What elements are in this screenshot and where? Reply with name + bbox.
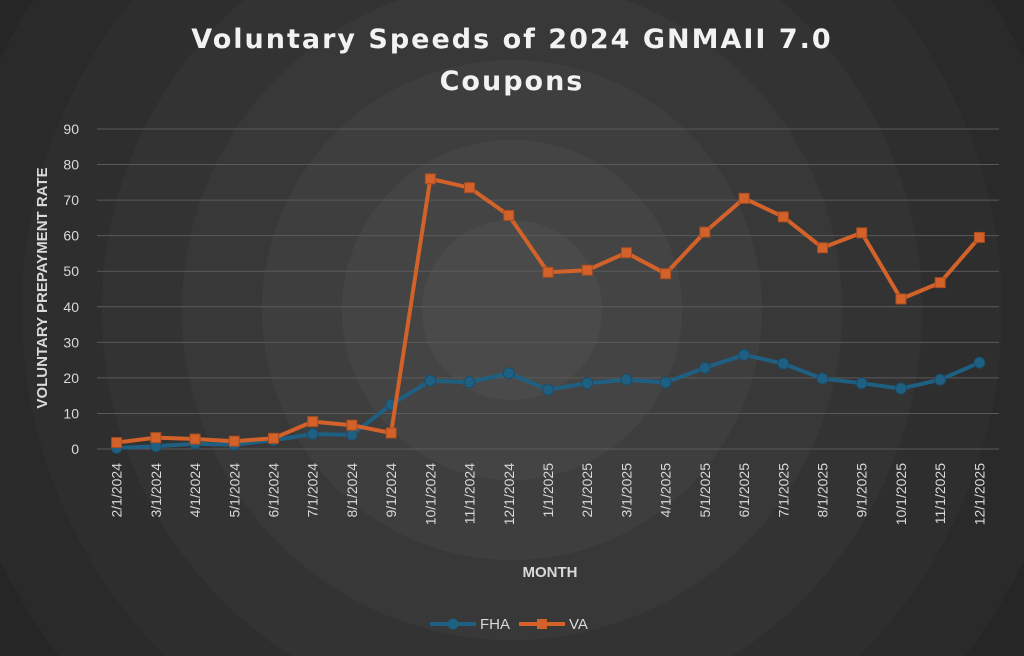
point-fha <box>816 372 829 385</box>
point-va <box>934 277 946 289</box>
x-tick-label: 12/1/2025 <box>971 463 987 525</box>
point-fha <box>345 428 358 441</box>
point-fha <box>659 376 672 389</box>
x-tick-label: 9/1/2024 <box>383 463 399 518</box>
x-tick-label: 11/1/2024 <box>462 463 478 524</box>
point-va <box>150 432 162 444</box>
legend-label: VA <box>569 616 588 633</box>
point-fha <box>502 367 515 380</box>
point-fha <box>698 361 711 374</box>
x-tick-label: 6/1/2024 <box>265 463 281 518</box>
series-va <box>111 173 985 449</box>
point-fha <box>855 377 868 390</box>
chart-title-line-1: Voluntary Speeds of 2024 GNMAII 7.0 <box>191 24 832 55</box>
x-tick-label: 10/1/2024 <box>422 463 438 525</box>
legend-marker <box>447 618 459 630</box>
x-tick-label: 10/1/2025 <box>893 463 909 525</box>
point-fha <box>424 374 437 387</box>
x-tick-label: 7/1/2025 <box>775 463 791 518</box>
point-va <box>542 266 554 278</box>
series-line-va <box>114 176 982 445</box>
point-va <box>189 433 201 445</box>
point-fha <box>463 376 476 389</box>
x-tick-label: 3/1/2024 <box>148 463 164 518</box>
x-tick-label: 5/1/2025 <box>697 463 713 518</box>
x-tick-label: 2/1/2025 <box>579 463 595 518</box>
legend-label: FHA <box>480 616 510 633</box>
point-va <box>777 211 789 223</box>
y-tick-label: 30 <box>63 334 79 350</box>
legend-item-va: VA <box>519 616 588 633</box>
x-tick-label: 9/1/2025 <box>854 463 870 518</box>
point-va <box>895 293 907 305</box>
x-tick-label: 7/1/2024 <box>305 463 321 518</box>
y-tick-label: 20 <box>63 370 79 386</box>
point-va <box>424 173 436 185</box>
chart-title-line-2: Coupons <box>440 66 585 97</box>
point-fha <box>306 428 319 441</box>
point-va <box>228 435 240 447</box>
series-layer <box>110 173 986 454</box>
legend-item-fha: FHA <box>430 616 510 633</box>
point-va <box>346 419 358 431</box>
x-tick-label: 8/1/2024 <box>344 463 360 518</box>
y-tick-label: 0 <box>71 441 79 457</box>
point-fha <box>738 348 751 361</box>
legend: FHA VA <box>430 616 588 633</box>
series-fha <box>110 348 986 454</box>
point-fha <box>934 373 947 386</box>
x-tick-label: 4/1/2024 <box>187 463 203 518</box>
point-fha <box>777 357 790 370</box>
x-tick-label: 3/1/2025 <box>618 463 634 518</box>
point-va <box>817 242 829 254</box>
x-axis-title: MONTH <box>523 564 578 581</box>
point-fha <box>973 356 986 369</box>
point-va <box>973 231 985 243</box>
x-tick-label: 11/1/2025 <box>932 463 948 524</box>
point-va <box>581 264 593 276</box>
y-tick-label: 40 <box>63 299 79 315</box>
x-tick-label: 8/1/2025 <box>815 463 831 518</box>
point-va <box>307 416 319 428</box>
y-tick-label: 10 <box>63 405 79 421</box>
y-tick-label: 80 <box>63 157 79 173</box>
point-va <box>267 432 279 444</box>
x-tick-label: 5/1/2024 <box>226 463 242 518</box>
x-axis-ticks: 2/1/2024 3/1/2024 4/1/2024 5/1/2024 6/1/2024… <box>109 463 988 526</box>
point-va <box>738 192 750 204</box>
point-va <box>464 182 476 194</box>
x-tick-label: 1/1/2025 <box>540 463 556 518</box>
point-fha <box>894 382 907 395</box>
point-fha <box>542 383 554 396</box>
y-tick-label: 90 <box>63 121 79 137</box>
y-axis-title: VOLUNTARY PREPAYMENT RATE <box>34 167 51 408</box>
point-va <box>699 226 711 238</box>
y-axis-ticks: 0 10 20 30 40 50 60 70 80 90 <box>63 121 79 457</box>
legend-marker <box>537 619 547 629</box>
point-va <box>503 209 515 221</box>
gridlines <box>97 128 999 450</box>
point-va <box>660 268 672 280</box>
x-tick-label: 12/1/2024 <box>501 463 517 525</box>
x-tick-label: 4/1/2025 <box>658 463 674 518</box>
point-va <box>385 427 397 439</box>
point-fha <box>581 377 594 390</box>
y-tick-label: 60 <box>63 228 79 244</box>
y-tick-label: 70 <box>63 192 79 208</box>
point-va <box>620 247 632 259</box>
point-va <box>856 227 868 239</box>
x-tick-label: 2/1/2024 <box>109 463 125 518</box>
y-tick-label: 50 <box>63 263 79 279</box>
point-va <box>111 437 123 449</box>
x-tick-label: 6/1/2025 <box>736 463 752 518</box>
series-line-fha <box>114 352 982 450</box>
point-fha <box>620 373 633 386</box>
